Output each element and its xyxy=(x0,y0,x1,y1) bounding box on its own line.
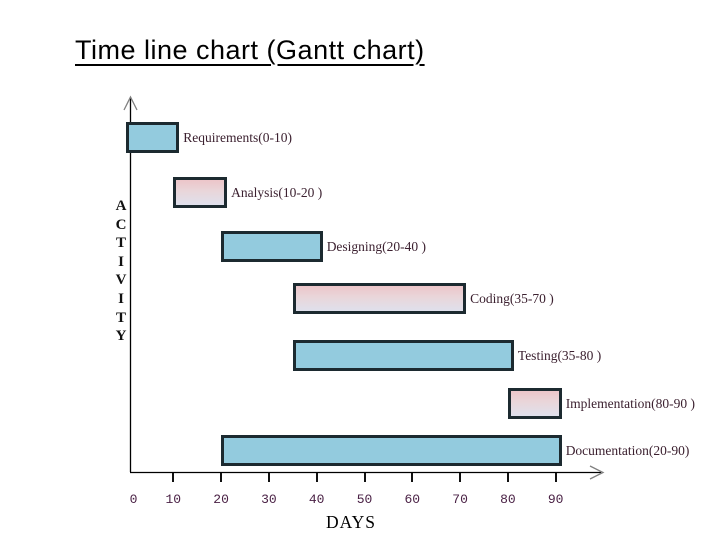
x-axis-tick xyxy=(411,473,414,482)
x-axis-tick xyxy=(172,473,175,482)
x-axis-tick-label: 30 xyxy=(261,492,277,507)
x-axis-tick xyxy=(506,473,509,482)
x-axis-tick-label: 60 xyxy=(404,492,421,507)
slide-title: Time line chart (Gantt chart) xyxy=(75,35,425,65)
bar-label-documentation: Documentation(20-90) xyxy=(565,443,690,458)
x-axis-tick xyxy=(459,473,462,482)
gantt-bar-documentation xyxy=(221,435,562,466)
y-axis-arrow-icon xyxy=(123,95,138,111)
y-axis-label-letter: I xyxy=(118,290,124,307)
gantt-bar-analysis xyxy=(173,177,228,208)
bar-label-analysis: Analysis(10-20 ) xyxy=(231,185,323,200)
x-axis-tick-label: 80 xyxy=(500,492,516,507)
bar-label-testing: Testing(35-80 ) xyxy=(517,348,602,363)
y-axis-label-letter: I xyxy=(118,253,124,270)
gantt-bar-requirements xyxy=(125,122,180,153)
y-axis-label-letter: T xyxy=(115,309,126,326)
x-axis-tick-label: 70 xyxy=(452,492,468,507)
x-axis-tick-label: 10 xyxy=(165,492,182,507)
bar-label-implementation: Implementation(80-90 ) xyxy=(565,396,696,411)
x-axis-tick-label: 0 xyxy=(129,492,138,507)
y-axis-label-letter: Y xyxy=(115,328,127,345)
x-axis-arrow-icon xyxy=(589,465,605,480)
bar-label-requirements: Requirements(0-10) xyxy=(183,130,293,145)
x-axis-tick-label: 20 xyxy=(213,492,229,507)
y-axis-label-letter: A xyxy=(115,198,127,214)
bar-label-designing: Designing(20-40 ) xyxy=(326,239,427,254)
x-axis-tick xyxy=(315,473,318,482)
x-axis-title: DAYS xyxy=(325,512,377,532)
gantt-bar-designing xyxy=(221,231,323,262)
x-axis-tick xyxy=(363,473,366,482)
bar-label-coding: Coding(35-70 ) xyxy=(470,291,554,306)
gantt-bar-coding xyxy=(292,283,467,314)
x-axis-tick xyxy=(554,473,557,482)
y-axis-label-letter: C xyxy=(115,216,127,233)
gantt-bar-implementation xyxy=(507,388,562,419)
y-axis-label-letter: T xyxy=(115,235,126,252)
x-axis-tick-label: 90 xyxy=(547,492,564,507)
x-axis-tick-label: 50 xyxy=(356,492,373,507)
gantt-bar-testing xyxy=(292,340,514,371)
x-axis-tick xyxy=(267,473,270,482)
y-axis-label-letter: V xyxy=(115,272,127,289)
x-axis-tick xyxy=(220,473,223,482)
x-axis-tick-label: 40 xyxy=(308,492,325,507)
